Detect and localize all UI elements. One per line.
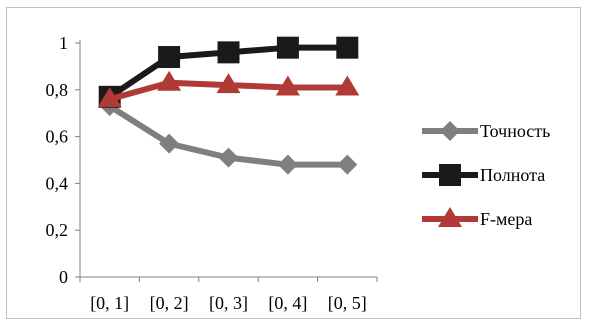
legend-label: Полнота [480,165,545,185]
legend-entry-0: Точность [422,121,550,141]
data-point-diamond [159,133,180,154]
data-point-square [336,36,359,59]
data-point-square [276,36,299,59]
y-tick-label: 0 [59,267,68,287]
y-tick-label: 0,8 [46,80,69,100]
x-tick-label: [0, 1] [90,293,129,313]
data-point-triangle [157,70,182,91]
y-tick-label: 0,6 [46,127,69,147]
legend-marker-triangle [438,207,462,227]
series-1 [98,36,359,108]
data-point-diamond [337,154,358,175]
legend-label: Точность [480,121,550,141]
data-point-square [217,41,240,64]
data-point-diamond [277,154,298,175]
y-tick-label: 0,2 [46,220,69,240]
x-tick-label: [0, 2] [150,293,189,313]
data-point-triangle [97,87,122,108]
axes: 0 0,2 0,4 0,6 0,8 1 [0, 1] [0, 2] [0, 3] [0, 4] [0… [46,33,378,313]
line-chart: 0 0,2 0,4 0,6 0,8 1 [0, 1] [0, 2] [0, 3] [0, 4] [0… [46,33,551,313]
series-2 [97,70,360,108]
legend-entry-2: F-мера [422,207,532,229]
legend: Точность Полнота F-мера [422,121,550,229]
data-point-triangle [335,75,360,96]
x-tick-label: [0, 3] [209,293,248,313]
data-point-triangle [275,75,300,96]
legend-marker-square [439,164,461,186]
x-tick-label: [0, 5] [328,293,367,313]
series-0 [99,96,358,175]
data-point-diamond [218,147,239,168]
chart-frame: 0 0,2 0,4 0,6 0,8 1 [0, 1] [0, 2] [0, 3] [0, 4] [0… [6,7,581,319]
y-tick-label: 0,4 [46,173,69,193]
series-layer [97,36,360,175]
legend-entry-1: Полнота [422,164,545,186]
legend-label: F-мера [480,209,532,229]
legend-marker-diamond [440,121,460,141]
data-point-triangle [216,73,241,94]
y-tick-label: 1 [59,33,68,53]
data-point-square [158,46,181,69]
x-tick-label: [0, 4] [268,293,307,313]
